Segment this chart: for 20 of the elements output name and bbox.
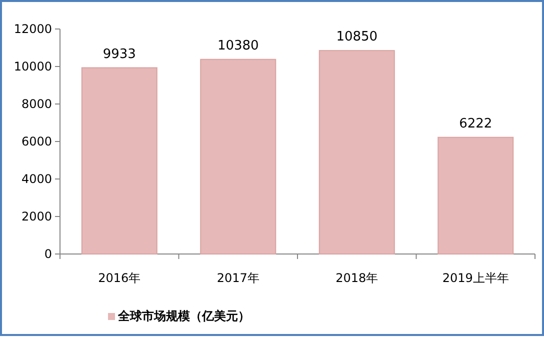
y-tick-label: 10000: [14, 60, 52, 74]
y-tick-label: 6000: [21, 134, 52, 148]
y-tick-label: 8000: [21, 97, 52, 111]
bar: [318, 50, 395, 254]
legend-label: 全球市场规模（亿美元）: [117, 309, 250, 323]
x-tick-label: 2019上半年: [442, 271, 509, 285]
y-tick-label: 12000: [14, 22, 52, 36]
bar: [438, 136, 514, 254]
data-label: 10380: [217, 38, 259, 54]
x-tick-label: 2016年: [98, 271, 141, 285]
data-label: 6222: [459, 116, 492, 132]
bar: [200, 58, 276, 254]
bar: [81, 67, 158, 254]
data-label: 9933: [102, 46, 136, 62]
x-tick-label: 2017年: [216, 271, 260, 285]
y-tick-label: 2000: [21, 210, 52, 224]
x-tick-label: 2018年: [336, 271, 378, 285]
data-label: 10850: [336, 30, 378, 45]
y-tick-label: 0: [44, 247, 52, 261]
y-tick-label: 4000: [21, 172, 52, 186]
